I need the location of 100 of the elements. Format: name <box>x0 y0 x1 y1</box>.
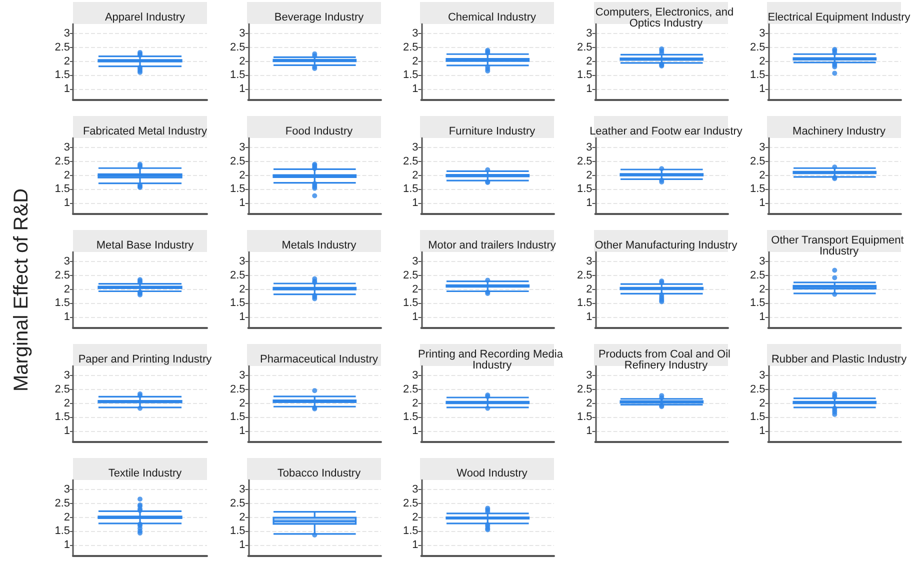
y-tick-label: 1 <box>64 82 70 95</box>
y-tick-label: 2 <box>412 283 418 296</box>
y-tick-label: 1 <box>64 424 70 437</box>
y-tick-label: 1 <box>64 310 70 323</box>
y-tick-label: 3 <box>238 484 245 496</box>
chart-title: Chemical Industry <box>448 12 537 24</box>
y-tick-label: 2.5 <box>576 269 592 282</box>
y-tick-label: 2.5 <box>750 383 766 396</box>
chart-title: Textile Industry <box>108 468 182 480</box>
y-tick-label: 2 <box>759 283 766 296</box>
y-tick-label: 2 <box>586 169 592 182</box>
y-tick-label: 1.5 <box>54 183 70 196</box>
y-tick-label: 1.5 <box>229 183 245 196</box>
y-tick-label: 2 <box>64 283 70 296</box>
y-tick-label: 1 <box>759 310 766 323</box>
y-tick-label: 2.5 <box>402 41 418 54</box>
y-tick-label: 2 <box>759 397 766 410</box>
y-axis-title: Marginal Effect of R&D <box>10 188 34 392</box>
y-tick-label: 2 <box>586 55 592 68</box>
y-tick-label: 1.5 <box>229 411 245 424</box>
y-tick-label: 2 <box>238 55 245 68</box>
y-tick-label: 2 <box>759 55 766 68</box>
y-tick-label: 1.5 <box>402 525 418 538</box>
y-tick-label: 2 <box>64 55 70 68</box>
y-tick-label: 1.5 <box>750 69 766 82</box>
y-tick-label: 1.5 <box>402 297 418 310</box>
y-tick-label: 1.5 <box>229 525 245 538</box>
y-tick-label: 1 <box>238 310 245 323</box>
y-tick-label: 1.5 <box>576 183 592 196</box>
y-tick-label: 2 <box>238 397 245 410</box>
y-tick-label: 1 <box>412 538 418 551</box>
chart-title: Other Transport Equipment Industry <box>771 234 907 258</box>
chart-title: Motor and trailers Industry <box>428 240 556 252</box>
y-tick-label: 3 <box>64 256 70 268</box>
y-tick-label: 2.5 <box>402 155 418 168</box>
y-tick-label: 2.5 <box>229 155 245 168</box>
y-tick-label: 3 <box>586 142 592 154</box>
y-tick-label: 2 <box>64 169 70 182</box>
y-tick-label: 2.5 <box>229 383 245 396</box>
y-tick-label: 1.5 <box>229 69 245 82</box>
y-tick-label: 3 <box>586 370 592 382</box>
chart-title: Computers, Electronics, and Optics Industry <box>594 6 736 30</box>
y-tick-label: 1 <box>238 196 245 209</box>
y-tick-label: 2.5 <box>229 497 245 510</box>
y-tick-label: 1 <box>412 196 418 209</box>
y-tick-label: 1.5 <box>750 183 766 196</box>
y-tick-label: 2 <box>412 55 418 68</box>
chart-title: Rubber and Plastic Industry <box>771 354 908 366</box>
y-tick-label: 1 <box>759 196 766 209</box>
y-tick-label: 2 <box>412 397 418 410</box>
y-tick-label: 1 <box>64 196 70 209</box>
y-tick-label: 1 <box>412 424 418 437</box>
y-tick-label: 2 <box>586 283 592 296</box>
y-tick-label: 2 <box>586 397 592 410</box>
chart-title: Products from Coal and Oil Refinery Industry <box>598 348 734 372</box>
y-tick-label: 2 <box>412 511 418 524</box>
chart-title: Leather and Footw ear Industry <box>589 126 742 138</box>
y-tick-label: 3 <box>759 142 766 154</box>
y-tick-label: 1.5 <box>576 297 592 310</box>
y-tick-label: 3 <box>412 370 418 382</box>
y-tick-label: 1 <box>759 424 766 437</box>
y-tick-label: 3 <box>412 28 418 40</box>
chart-title: Apparel Industry <box>104 12 186 24</box>
y-tick-label: 1 <box>586 196 592 209</box>
y-tick-label: 1 <box>586 310 592 323</box>
y-tick-label: 2.5 <box>750 269 766 282</box>
chart-title: Paper and Printing Industry <box>78 354 212 366</box>
chart-title: Food Industry <box>284 126 353 138</box>
y-tick-label: 2 <box>238 283 245 296</box>
y-tick-label: 2.5 <box>54 383 70 396</box>
y-tick-label: 3 <box>64 142 70 154</box>
y-tick-label: 1 <box>238 424 245 437</box>
y-tick-label: 3 <box>412 256 418 268</box>
y-tick-label: 1 <box>759 82 766 95</box>
chart-title: Pharmaceutical Industry <box>260 354 378 366</box>
chart-title: Electrical Equipment Industry <box>768 12 911 24</box>
y-tick-label: 1 <box>586 424 592 437</box>
y-tick-label: 3 <box>759 256 766 268</box>
y-tick-label: 2 <box>64 397 70 410</box>
y-tick-label: 1.5 <box>750 297 766 310</box>
y-tick-label: 3 <box>64 370 70 382</box>
y-tick-label: 2.5 <box>229 269 245 282</box>
y-tick-label: 2.5 <box>54 269 70 282</box>
y-tick-label: 3 <box>238 28 245 40</box>
y-tick-label: 3 <box>238 142 245 154</box>
y-tick-label: 1 <box>64 538 70 551</box>
y-tick-label: 1.5 <box>54 525 70 538</box>
y-tick-label: 2.5 <box>576 383 592 396</box>
y-tick-label: 1 <box>586 82 592 95</box>
y-tick-label: 2.5 <box>229 41 245 54</box>
y-tick-label: 1 <box>412 310 418 323</box>
y-tick-label: 3 <box>64 28 70 40</box>
y-tick-label: 3 <box>759 28 766 40</box>
y-tick-label: 2.5 <box>54 41 70 54</box>
y-tick-label: 2 <box>412 169 418 182</box>
y-tick-label: 2.5 <box>54 155 70 168</box>
y-tick-label: 3 <box>412 484 418 496</box>
y-tick-label: 1.5 <box>229 297 245 310</box>
y-tick-label: 1.5 <box>54 297 70 310</box>
y-tick-label: 2.5 <box>402 497 418 510</box>
